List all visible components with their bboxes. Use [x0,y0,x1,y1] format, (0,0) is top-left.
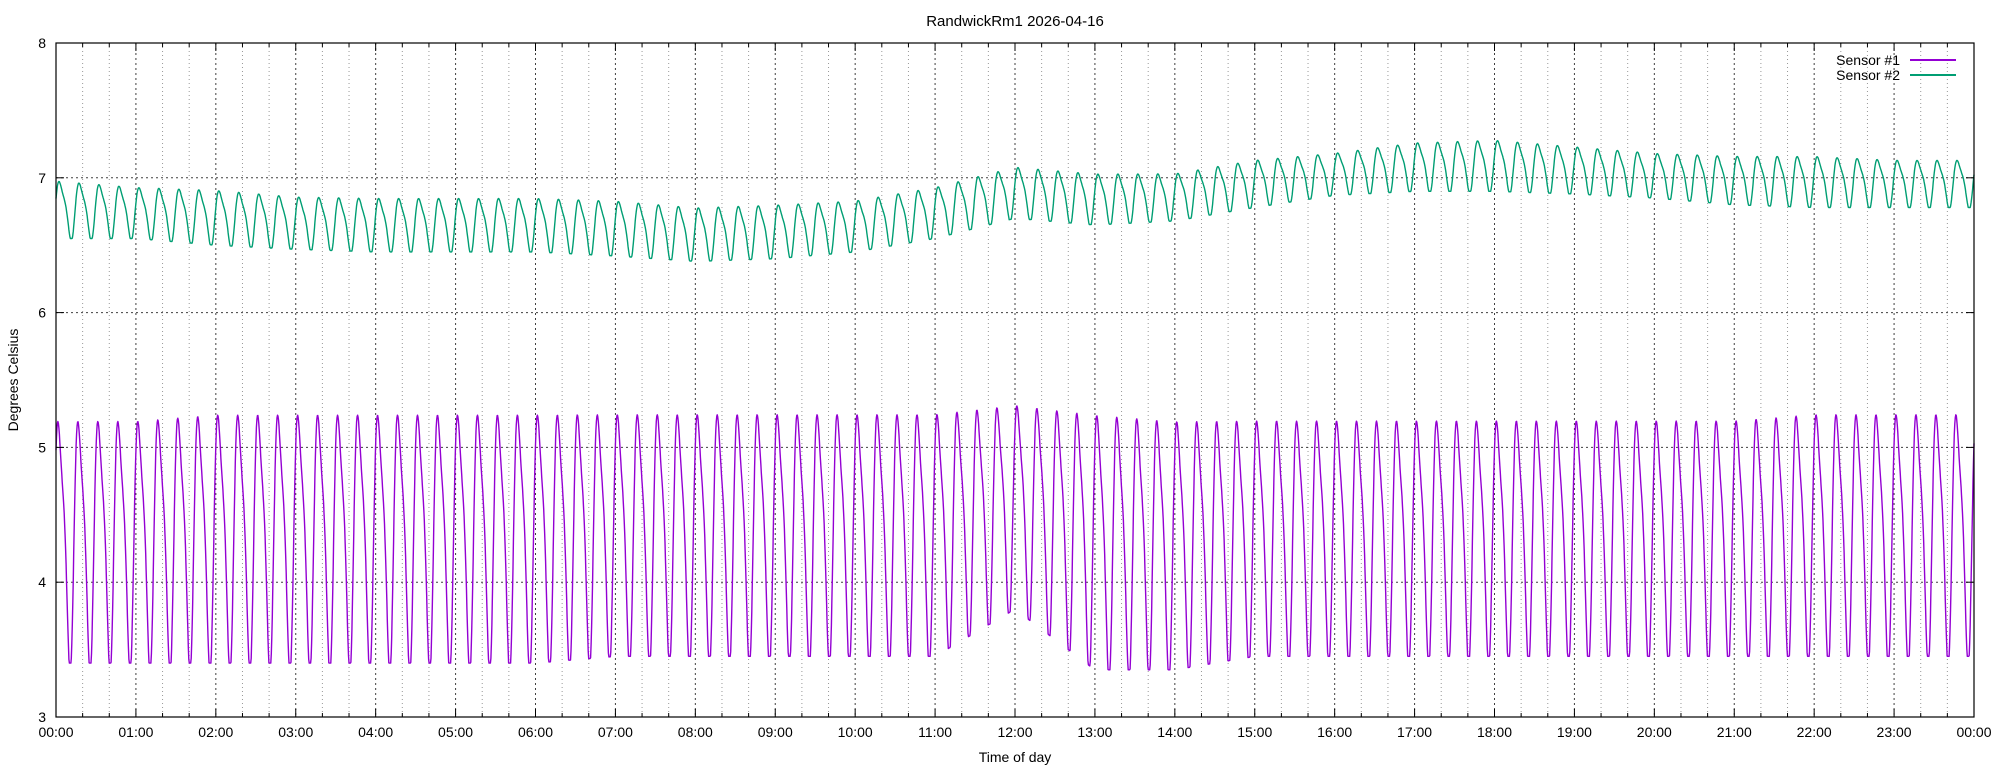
x-tick-label: 03:00 [278,724,313,740]
series-line-2 [55,139,1975,262]
legend-label-1: Sensor #1 [1836,52,1900,68]
y-tick-label: 8 [38,35,46,51]
axis-ticks [55,42,1975,718]
chart-title: RandwickRm1 2026-04-16 [926,13,1104,30]
x-tick-label: 15:00 [1237,724,1272,740]
y-tick-label: 5 [38,439,46,455]
y-tick-label: 7 [38,170,46,186]
x-tick-label: 18:00 [1477,724,1512,740]
x-tick-label: 12:00 [997,724,1032,740]
x-tick-label: 00:00 [38,724,73,740]
x-tick-label: 17:00 [1397,724,1432,740]
x-tick-label: 07:00 [598,724,633,740]
x-tick-label: 11:00 [918,724,952,740]
x-tick-label: 02:00 [198,724,233,740]
legend-label-2: Sensor #2 [1836,67,1900,83]
x-tick-label: 08:00 [678,724,713,740]
x-tick-label: 06:00 [518,724,553,740]
x-tick-label: 00:00 [1956,724,1991,740]
x-tick-label: 20:00 [1637,724,1672,740]
x-tick-label: 22:00 [1797,724,1832,740]
y-axis-label: Degrees Celsius [5,329,21,432]
x-axis-label: Time of day [979,749,1052,765]
x-tick-label: 14:00 [1157,724,1192,740]
x-tick-label: 13:00 [1077,724,1112,740]
x-tick-label: 10:00 [838,724,873,740]
y-tick-label: 6 [38,305,46,321]
x-tick-label: 19:00 [1557,724,1592,740]
x-tick-label: 04:00 [358,724,393,740]
series-group [55,139,1975,671]
series-line-1 [55,405,1975,671]
y-tick-label: 3 [38,709,46,725]
x-tick-label: 01:00 [118,724,153,740]
x-tick-label: 23:00 [1877,724,1912,740]
axis-labels: 00:00 01:00 02:00 03:00 04:00 05:00 06:00 07:00… [38,35,1992,740]
x-tick-label: 05:00 [438,724,473,740]
x-tick-label: 16:00 [1317,724,1352,740]
x-tick-label: 09:00 [758,724,793,740]
x-tick-label: 21:00 [1717,724,1752,740]
grid [56,43,1974,717]
y-tick-label: 4 [38,574,46,590]
